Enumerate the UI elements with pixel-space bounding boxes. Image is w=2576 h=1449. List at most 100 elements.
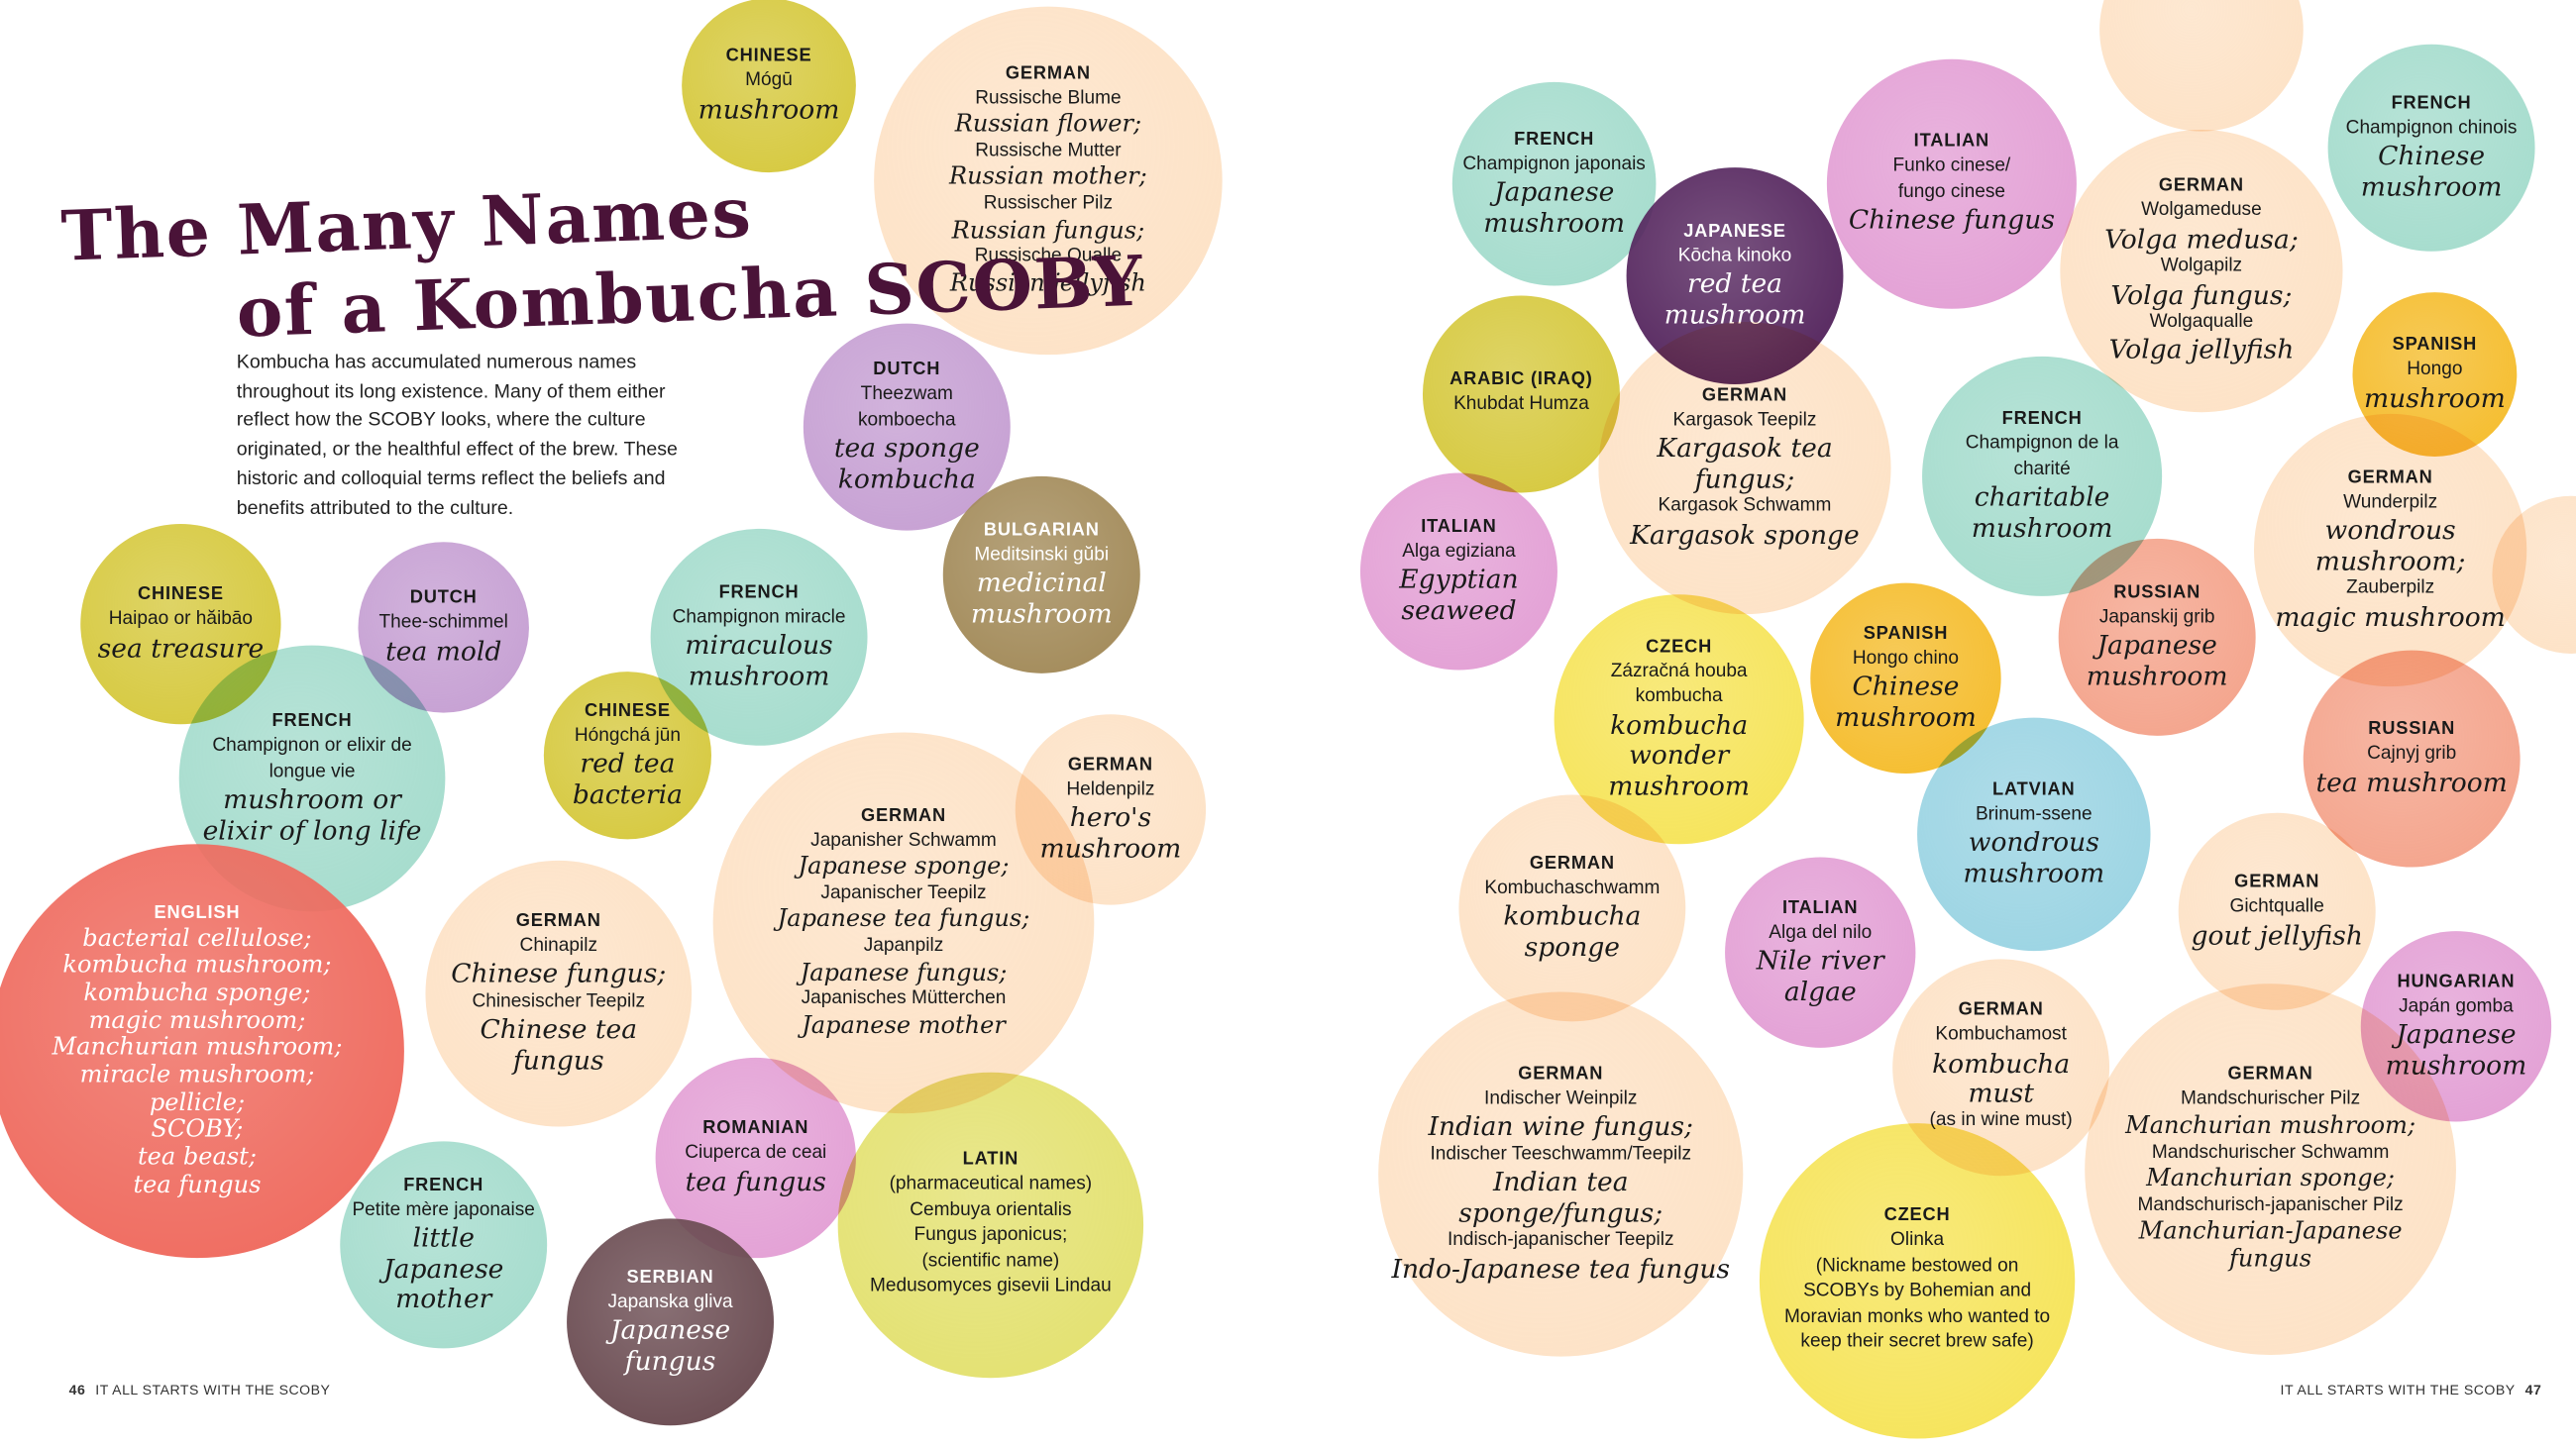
language-label: GERMAN [860,805,946,826]
translated-name: Japanese mother [802,1012,1006,1040]
native-name: Japanischer Teepilz [820,882,987,903]
name-bubble: CHINESE Mógū mushroom [682,0,856,173]
translated-name: kombucha sponge; [83,980,311,1007]
native-name: fungo cinese [1897,181,2005,202]
translated-name: charitable [1974,481,2110,513]
translated-name: wondrous [2324,514,2456,547]
native-name: Japanpilz [863,936,944,957]
name-bubble [2099,0,2304,132]
language-label: DUTCH [409,587,478,608]
native-name: keep their secret brew safe) [1800,1332,2034,1353]
translated-name: miracle mushroom; [79,1062,315,1089]
native-name: Champignon or elixir de [212,736,412,756]
name-bubble: GERMAN Wunderpilz wondrous mushroom; Zauberp… [2253,413,2527,687]
name-bubble: GERMAN Russische Blume Russian flower; Russ… [874,6,1223,356]
language-label: FRENCH [2001,409,2083,429]
native-name: Kargasok Teepilz [1672,410,1817,431]
name-bubble: CHINESE Hóngchá jūn red tea bacteria [543,672,711,840]
native-name: Japanisher Schwamm [810,830,997,851]
native-name: Haipao or hăibāo [108,609,254,630]
native-name: Zázračná houba [1610,662,1748,681]
translated-name: Japanese [1493,176,1615,208]
native-name: longue vie [268,761,356,781]
translated-name: Russian mother; [949,164,1147,191]
language-label: FRENCH [1514,129,1595,150]
name-bubble: GERMAN Kombuchaschwamm kombucha sponge [1458,794,1686,1022]
translated-name: Volga medusa; [2104,222,2299,255]
translated-name: seaweed [1401,593,1517,626]
name-bubble: GERMAN Gichtqualle gout jellyfish [2178,812,2376,1010]
native-name: Indischer Weinpilz [1484,1088,1638,1109]
native-name: Hongo chino [1852,648,1959,669]
native-name: (as in wine must) [1929,1110,2073,1131]
translated-name: Japanese fungus; [800,960,1008,986]
translated-name: Japanese tea fungus; [777,906,1030,934]
translated-name: Egyptian [1399,564,1519,595]
footer-left: 46 IT ALL STARTS WITH THE SCOBY [59,1382,331,1398]
running-head-right: IT ALL STARTS WITH THE SCOBY [2280,1381,2516,1398]
native-name: Theezwam [860,384,953,405]
translated-name: mushroom [1483,206,1625,239]
translated-name: Russian fungus; [951,217,1145,245]
translated-name: red tea [1687,267,1782,300]
translated-name: tea fungus [133,1172,262,1198]
native-name: Mandschurisch-japanischer Pilz [2137,1194,2404,1215]
native-name: (Nickname bestowed on [1815,1256,2019,1276]
translated-name: Kargasok tea fungus; [1657,432,1833,494]
native-name: Mandschurischer Pilz [2180,1088,2361,1109]
translated-name: elixir of long life [202,813,422,846]
native-name: Thee-schimmel [378,612,508,633]
language-label: FRENCH [718,582,800,603]
translated-name: sponge [1524,930,1621,963]
language-label: GERMAN [1005,63,1091,83]
translated-name: bacteria [572,777,683,810]
native-name: Hóngchá jūn [574,725,681,746]
language-label: SERBIAN [626,1267,714,1288]
native-name: Champignon miracle [672,607,846,628]
translated-name: mushroom [970,597,1113,629]
name-bubble: FRENCH Petite mère japonaise little Japane… [340,1141,548,1349]
native-name: Moravian monks who wanted to [1783,1306,2051,1327]
language-label: GERMAN [1529,853,1615,874]
language-label: RUSSIAN [2113,582,2201,603]
translated-name: Chinese fungus; [451,958,667,989]
translated-name: miraculous [685,629,833,662]
native-name: Medusomyces gisevii Lindau [869,1276,1112,1296]
name-bubble: ARABIC (IRAQ) Khubdat Humza [1422,295,1620,493]
translated-name: wondrous [1968,826,2099,859]
translated-name: red tea [580,748,676,779]
translated-name: fungus [624,1344,716,1377]
language-label: FRENCH [271,711,353,732]
native-name: Chinesischer Teepilz [472,991,646,1012]
language-label: FRENCH [403,1175,484,1195]
running-head-left: IT ALL STARTS WITH THE SCOBY [95,1381,331,1398]
language-label: HUNGARIAN [2397,972,2516,992]
translated-name: mushroom [1835,700,1977,733]
native-name: Kombuchamost [1935,1024,2067,1045]
language-label: ROMANIAN [702,1118,809,1139]
language-label: DUTCH [873,360,941,380]
native-name: Wolgapilz [2160,256,2243,276]
name-bubble: FRENCH Champignon japonais Japanese mushroo… [1451,81,1657,286]
translated-name: tea mushroom [2315,766,2508,798]
translated-name: tea sponge [833,432,980,464]
translated-name: Volga fungus; [2110,278,2293,310]
translated-name: tea fungus [685,1165,826,1197]
native-name: Meditsinski gŭbi [974,545,1110,566]
translated-name: mushroom [2364,381,2506,414]
native-name: Chinapilz [519,935,598,956]
translated-name: gout jellyfish [2191,918,2363,951]
translated-name: Nile river [1756,945,1884,977]
name-bubble: GERMAN Chinapilz Chinese fungus; Chinesisch… [425,860,693,1127]
native-name: Russischer Pilz [983,193,1114,214]
footer-right: IT ALL STARTS WITH THE SCOBY 47 [2281,1382,2552,1398]
language-label: LATIN [962,1150,1020,1170]
translated-name: tea mold [385,634,502,667]
native-name: Champignon japonais [1462,154,1646,174]
name-bubble: ITALIAN Funko cinese/fungo cinese Chinese … [1826,58,2077,309]
native-name: Champignon de la [1965,433,2119,454]
name-bubble: GERMAN Mandschurischer Pilz Manchurian mus… [2085,983,2456,1355]
name-bubble: GERMAN Indischer Weinpilz Indian wine fung… [1378,991,1744,1357]
language-label: GERMAN [1701,385,1787,406]
translated-name: Chinese [1852,671,1960,702]
